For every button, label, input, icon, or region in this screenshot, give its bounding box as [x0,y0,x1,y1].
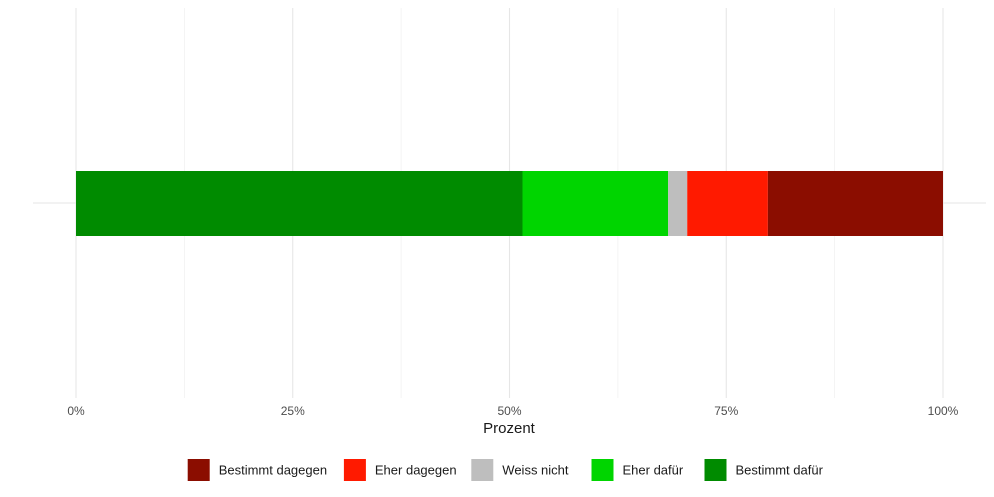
x-tick-label: 75% [714,404,738,418]
legend-key [704,459,727,481]
x-tick-label: 25% [281,404,305,418]
x-axis-ticks: 0% 25% 50% 75% 100% [67,404,958,418]
bar-segment-eher-daf-r [522,171,669,236]
legend-label: Eher dafür [623,463,684,478]
bar-segment-bestimmt-daf-r [76,171,523,236]
legend-key [187,459,210,481]
legend-key [591,459,614,481]
x-tick-label: 0% [67,404,85,418]
bar-segment-eher-dagegen [687,171,768,236]
legend-label: Bestimmt dafür [736,463,824,478]
x-tick-label: 50% [497,404,521,418]
x-tick-label: 100% [928,404,959,418]
legend-key [471,459,494,481]
x-axis-title: Prozent [483,420,536,437]
legend: Bestimmt dagegen Eher dagegen Weiss nicht E… [187,459,824,481]
bar-segment-bestimmt-dagegen [767,171,943,236]
bar-segment-weiss-nicht [668,171,688,236]
legend-label: Eher dagegen [375,463,457,478]
legend-label: Weiss nicht [502,463,569,478]
legend-label: Bestimmt dagegen [219,463,327,478]
bar-segments [76,171,943,236]
legend-key [343,459,366,481]
